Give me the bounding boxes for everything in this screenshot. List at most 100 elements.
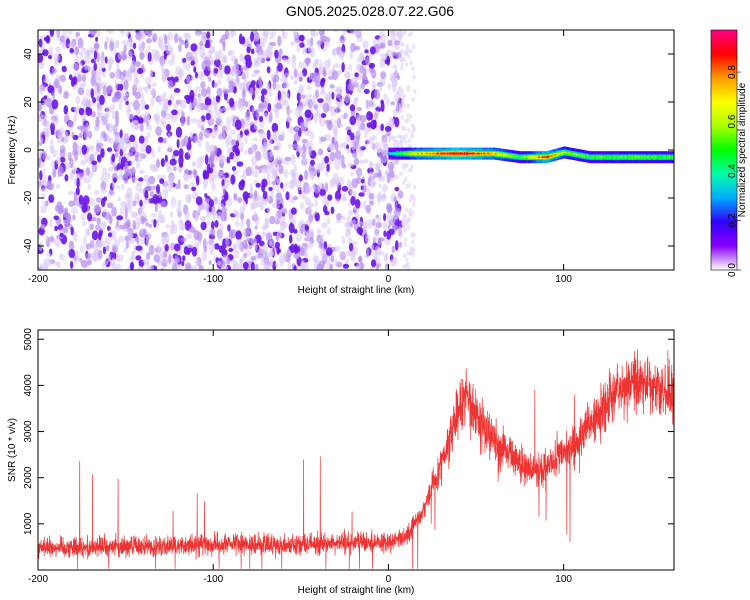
noise-blob: [307, 170, 315, 178]
noise-blob: [304, 109, 312, 118]
noise-blob: [292, 143, 299, 149]
noise-blob: [78, 194, 84, 205]
noise-blob: [318, 65, 323, 76]
noise-blob: [283, 72, 290, 78]
noise-blob: [50, 72, 55, 77]
noise-blob: [183, 246, 189, 255]
noise-blob: [257, 128, 264, 134]
noise-blob: [317, 113, 322, 123]
noise-blob: [147, 83, 151, 90]
noise-blob: [304, 93, 309, 104]
noise-blob: [201, 200, 208, 211]
noise-blob: [189, 132, 194, 140]
noise-blob: [115, 69, 120, 80]
noise-blob: [276, 185, 280, 193]
signal-cell: [630, 156, 632, 159]
noise-blob: [119, 168, 123, 177]
noise-blob: [308, 204, 312, 210]
signal-cell: [483, 152, 485, 155]
noise-blob: [83, 128, 89, 139]
noise-blob: [350, 196, 356, 206]
noise-blob: [99, 134, 104, 142]
noise-blob: [399, 139, 404, 145]
noise-blob: [71, 206, 78, 215]
signal-cell: [540, 156, 543, 159]
signal-cell: [495, 153, 497, 155]
noise-blob: [213, 106, 218, 114]
noise-blob: [193, 92, 198, 98]
noise-blob: [260, 94, 265, 103]
noise-blob: [322, 66, 326, 77]
noise-blob: [173, 103, 179, 108]
noise-blob: [135, 255, 142, 261]
noise-blob: [76, 256, 81, 262]
noise-blob: [246, 46, 251, 54]
noise-blob: [104, 235, 112, 246]
noise-blob: [377, 197, 381, 204]
signal-cell: [572, 153, 574, 155]
signal-cell: [649, 156, 651, 159]
signal-cell: [635, 156, 637, 159]
noise-blob: [262, 100, 268, 109]
noise-blob: [268, 88, 273, 97]
noise-blob: [324, 182, 329, 193]
noise-blob: [284, 156, 292, 162]
signal-cell: [438, 152, 441, 155]
signal-cell: [481, 152, 484, 155]
noise-blob: [321, 183, 325, 191]
noise-blob: [222, 42, 226, 52]
signal-cell: [554, 154, 556, 156]
noise-blob: [51, 159, 55, 171]
noise-blob: [230, 30, 237, 37]
noise-blob: [301, 138, 308, 144]
noise-blob: [254, 225, 258, 230]
noise-blob: [125, 30, 130, 38]
noise-blob: [213, 82, 218, 88]
noise-blob: [116, 255, 120, 263]
noise-blob: [81, 220, 87, 227]
noise-blob: [165, 224, 171, 229]
noise-blob: [238, 82, 246, 91]
noise-blob: [182, 57, 187, 64]
noise-blob: [404, 237, 408, 243]
colorbar: 0.0 0.2 0.4 0.6 0.8 Normalized spectral ampl…: [710, 29, 748, 277]
signal-cell: [428, 152, 430, 155]
signal-cell: [610, 156, 612, 159]
noise-blob: [160, 109, 167, 118]
noise-blob: [43, 78, 50, 84]
signal-cell: [455, 152, 458, 155]
signal-cell: [416, 152, 419, 155]
noise-blob: [254, 241, 258, 252]
noise-blob: [252, 137, 259, 142]
noise-blob: [394, 186, 400, 192]
signal-cell: [389, 152, 391, 155]
noise-blob: [159, 43, 167, 52]
noise-blob: [344, 258, 350, 264]
noise-blob: [132, 83, 138, 88]
snr-x-label: Height of straight line (km): [298, 585, 415, 596]
noise-blob: [283, 182, 288, 187]
noise-blob: [135, 217, 142, 225]
noise-blob: [334, 258, 338, 267]
noise-blob: [148, 244, 155, 256]
signal-cell: [659, 156, 661, 159]
noise-blob: [355, 199, 361, 209]
noise-blob: [406, 118, 410, 123]
noise-blob: [207, 238, 215, 245]
signal-cell: [547, 156, 549, 158]
noise-blob: [305, 185, 312, 195]
noise-blob: [55, 45, 61, 54]
noise-blob: [345, 228, 351, 239]
noise-blob: [127, 50, 133, 61]
noise-blob: [341, 185, 349, 192]
noise-blob: [150, 212, 158, 218]
noise-blob: [127, 151, 134, 158]
noise-blob: [268, 111, 273, 123]
noise-blob: [214, 157, 218, 163]
signal-cell: [396, 152, 399, 155]
noise-blob: [154, 202, 158, 213]
noise-blob: [63, 90, 69, 100]
noise-blob: [93, 189, 100, 196]
signal-cell: [603, 156, 606, 159]
noise-blob: [200, 81, 206, 89]
